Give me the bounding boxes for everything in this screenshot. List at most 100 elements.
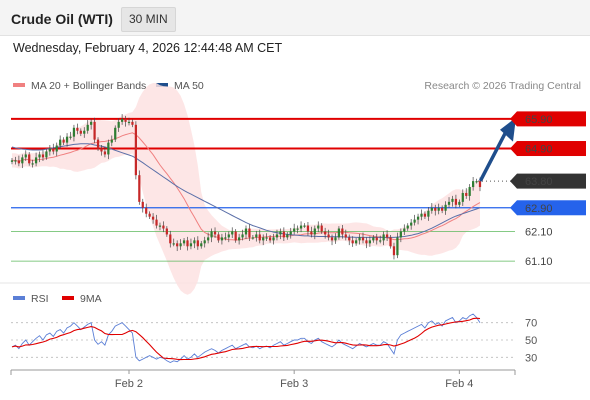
- candle: [454, 194, 458, 209]
- candle-body: [368, 240, 372, 244]
- level-label-text: 62.90: [525, 203, 553, 215]
- candle: [351, 236, 354, 247]
- candle: [127, 117, 131, 126]
- candle: [296, 225, 299, 234]
- candle: [337, 226, 341, 240]
- candle-body: [465, 192, 468, 196]
- candle: [317, 221, 320, 233]
- candle: [21, 154, 24, 169]
- candle: [313, 225, 316, 240]
- candle: [224, 232, 227, 241]
- rsi-swatch: [13, 296, 25, 301]
- candle: [134, 121, 138, 180]
- candle-body: [341, 228, 344, 235]
- candle-body: [310, 231, 313, 235]
- rsi-tick-label: 50: [525, 335, 537, 347]
- candle: [320, 223, 323, 234]
- candle: [303, 223, 306, 228]
- level-label-pointer: [510, 173, 517, 189]
- candle-body: [255, 234, 258, 238]
- candle: [62, 137, 65, 145]
- candle-body: [471, 181, 475, 188]
- candle-body: [76, 127, 79, 131]
- candle-body: [282, 231, 285, 238]
- candle: [103, 146, 107, 158]
- candles: [10, 114, 482, 260]
- candle: [69, 131, 72, 140]
- candle: [423, 211, 427, 220]
- candle-body: [299, 225, 303, 229]
- candle-body: [24, 154, 27, 158]
- candle-body: [103, 151, 107, 155]
- level-label-text: 61.10: [525, 256, 553, 268]
- candle: [145, 203, 148, 218]
- candle-body: [430, 207, 433, 211]
- candle-body: [203, 240, 206, 244]
- legend-rsi: RSI: [13, 293, 49, 305]
- forecast-arrowhead: [500, 117, 516, 142]
- candle: [437, 203, 440, 215]
- bollinger-swatch: [13, 83, 25, 88]
- candle-body: [382, 234, 385, 241]
- candle: [344, 229, 347, 241]
- candle: [48, 144, 51, 156]
- level-label-pointer: [510, 141, 517, 157]
- candle: [358, 233, 361, 245]
- candle-body: [107, 142, 110, 155]
- candle-body: [444, 204, 447, 211]
- candle: [341, 224, 344, 239]
- candle-body: [138, 175, 141, 202]
- candle: [165, 226, 168, 237]
- candle-body: [348, 237, 351, 241]
- candle-body: [392, 246, 396, 256]
- ma50-swatch: [156, 83, 168, 88]
- candle: [262, 234, 265, 246]
- candle-body: [55, 145, 58, 152]
- candle-body: [317, 225, 320, 229]
- candle: [413, 214, 416, 226]
- candle: [231, 227, 234, 238]
- candle: [131, 119, 134, 128]
- candle-body: [251, 237, 255, 239]
- datetime-label: Wednesday, February 4, 2026 12:44:48 AM …: [13, 41, 283, 55]
- candle-body: [313, 228, 316, 235]
- ma9-swatch: [62, 296, 74, 301]
- legend-rsi-label: RSI: [31, 293, 49, 305]
- candle: [72, 124, 76, 142]
- candle-body: [220, 237, 224, 241]
- candle-body: [437, 207, 440, 211]
- candle: [286, 232, 289, 240]
- candle-body: [268, 237, 272, 241]
- level-label-bg: [517, 200, 586, 216]
- candle-body: [114, 127, 117, 140]
- candle: [193, 237, 196, 249]
- candle: [196, 236, 199, 250]
- candle: [334, 233, 337, 244]
- candle-body: [320, 225, 323, 232]
- timeframe-button[interactable]: 30 MIN: [121, 7, 176, 32]
- candle-body: [124, 118, 127, 122]
- candle-body: [279, 231, 282, 235]
- candle: [348, 234, 351, 246]
- candle-body: [385, 234, 389, 238]
- candle-body: [62, 139, 65, 143]
- candle-body: [420, 213, 423, 217]
- candle: [434, 204, 437, 216]
- candle: [120, 114, 124, 125]
- candle-body: [10, 160, 14, 162]
- candle-body: [93, 121, 96, 140]
- level-label-bg: [517, 141, 586, 157]
- candle: [282, 227, 285, 241]
- level-label-bg: [517, 173, 586, 189]
- candle: [14, 156, 17, 165]
- candle-body: [145, 207, 148, 214]
- candle-body: [34, 157, 38, 164]
- candle-body: [289, 231, 292, 235]
- candle: [379, 235, 382, 244]
- candle: [151, 213, 155, 224]
- candle-body: [41, 154, 45, 158]
- candle: [100, 144, 103, 156]
- candle-body: [79, 130, 82, 134]
- candle-body: [231, 231, 234, 235]
